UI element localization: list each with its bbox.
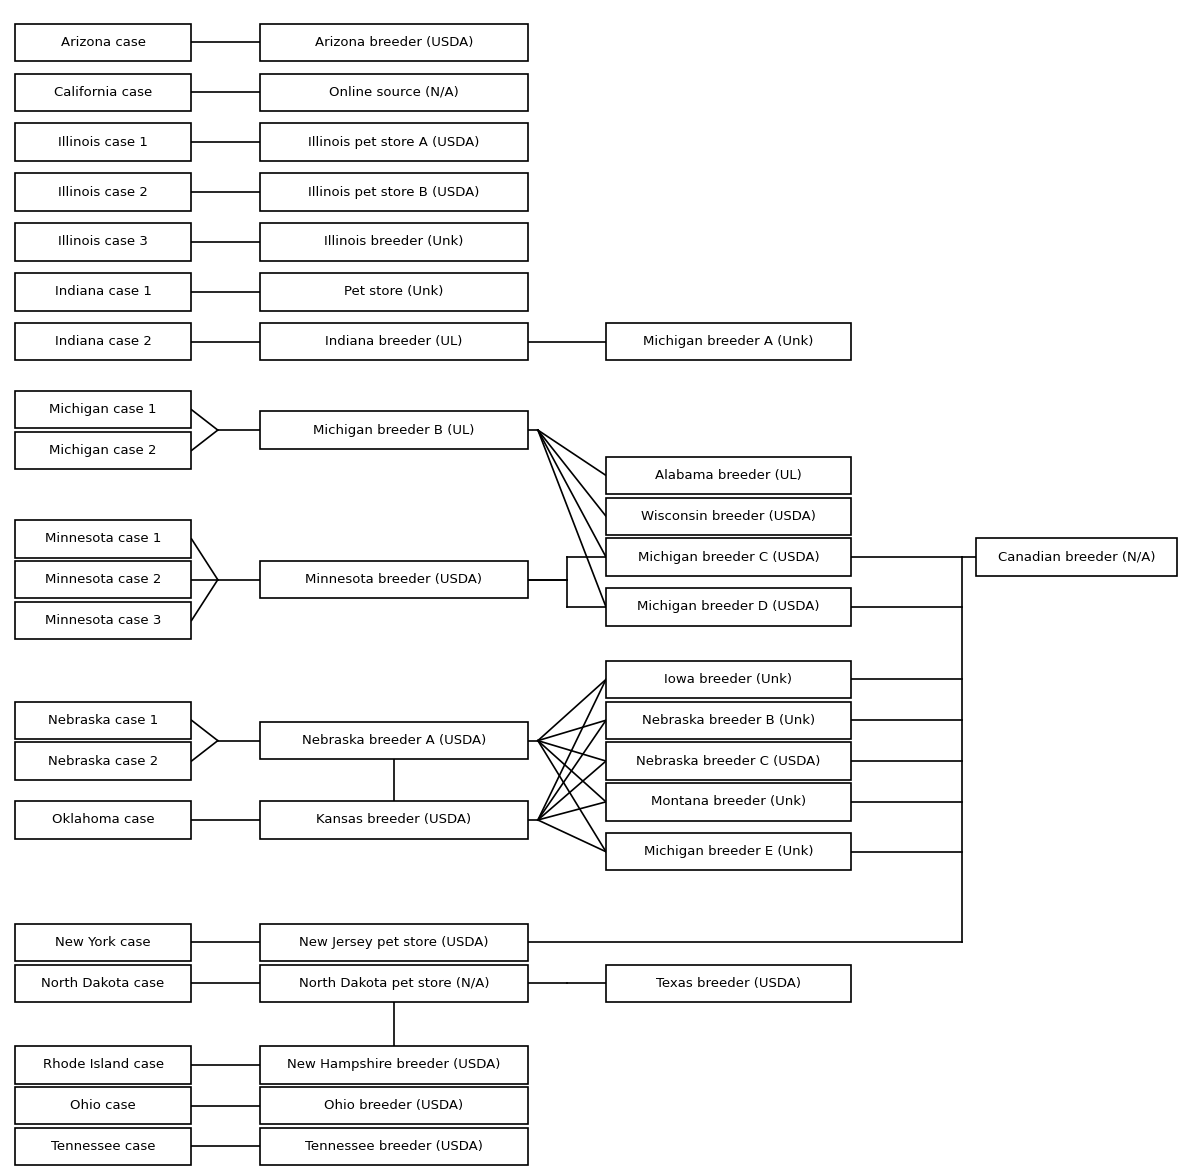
FancyBboxPatch shape — [14, 1127, 192, 1165]
Text: Michigan breeder E (Unk): Michigan breeder E (Unk) — [643, 846, 814, 859]
Text: Illinois case 3: Illinois case 3 — [58, 236, 148, 249]
FancyBboxPatch shape — [259, 561, 528, 598]
FancyBboxPatch shape — [14, 223, 192, 260]
Text: Minnesota breeder (USDA): Minnesota breeder (USDA) — [306, 574, 482, 586]
Text: New Jersey pet store (USDA): New Jersey pet store (USDA) — [299, 936, 488, 949]
Text: Michigan breeder A (Unk): Michigan breeder A (Unk) — [643, 335, 814, 348]
FancyBboxPatch shape — [259, 23, 528, 61]
Text: Tennessee breeder (USDA): Tennessee breeder (USDA) — [305, 1140, 482, 1153]
FancyBboxPatch shape — [259, 1087, 528, 1124]
FancyBboxPatch shape — [606, 743, 851, 780]
FancyBboxPatch shape — [606, 833, 851, 870]
Text: Oklahoma case: Oklahoma case — [52, 814, 155, 827]
Text: New York case: New York case — [55, 936, 151, 949]
Text: Nebraska breeder C (USDA): Nebraska breeder C (USDA) — [636, 754, 821, 767]
FancyBboxPatch shape — [259, 412, 528, 449]
FancyBboxPatch shape — [606, 323, 851, 360]
Text: North Dakota pet store (N/A): North Dakota pet store (N/A) — [299, 977, 490, 990]
FancyBboxPatch shape — [14, 520, 192, 557]
FancyBboxPatch shape — [606, 588, 851, 625]
Text: Iowa breeder (Unk): Iowa breeder (Unk) — [665, 673, 792, 686]
Text: Wisconsin breeder (USDA): Wisconsin breeder (USDA) — [641, 510, 816, 523]
Text: Arizona case: Arizona case — [61, 36, 145, 49]
Text: Minnesota case 2: Minnesota case 2 — [44, 574, 161, 586]
Text: Rhode Island case: Rhode Island case — [42, 1058, 163, 1071]
FancyBboxPatch shape — [14, 923, 192, 961]
Text: Michigan case 2: Michigan case 2 — [49, 445, 157, 457]
FancyBboxPatch shape — [14, 964, 192, 1002]
FancyBboxPatch shape — [259, 123, 528, 161]
Text: Michigan case 1: Michigan case 1 — [49, 404, 157, 416]
Text: Michigan breeder C (USDA): Michigan breeder C (USDA) — [637, 550, 820, 563]
FancyBboxPatch shape — [259, 273, 528, 311]
Text: Online source (N/A): Online source (N/A) — [329, 86, 458, 99]
Text: California case: California case — [54, 86, 152, 99]
FancyBboxPatch shape — [14, 391, 192, 428]
FancyBboxPatch shape — [14, 174, 192, 211]
FancyBboxPatch shape — [977, 538, 1177, 576]
FancyBboxPatch shape — [259, 801, 528, 839]
FancyBboxPatch shape — [14, 432, 192, 469]
FancyBboxPatch shape — [259, 1127, 528, 1165]
Text: Ohio breeder (USDA): Ohio breeder (USDA) — [324, 1099, 463, 1112]
FancyBboxPatch shape — [14, 602, 192, 639]
FancyBboxPatch shape — [14, 323, 192, 360]
FancyBboxPatch shape — [606, 660, 851, 698]
Text: Nebraska case 2: Nebraska case 2 — [48, 754, 158, 767]
FancyBboxPatch shape — [14, 1087, 192, 1124]
Text: Alabama breeder (UL): Alabama breeder (UL) — [655, 469, 802, 482]
Text: Indiana breeder (UL): Indiana breeder (UL) — [325, 335, 463, 348]
Text: Illinois case 2: Illinois case 2 — [58, 185, 148, 198]
FancyBboxPatch shape — [606, 497, 851, 535]
Text: Michigan breeder D (USDA): Michigan breeder D (USDA) — [637, 601, 820, 613]
FancyBboxPatch shape — [259, 174, 528, 211]
Text: Arizona breeder (USDA): Arizona breeder (USDA) — [314, 36, 473, 49]
Text: Ohio case: Ohio case — [71, 1099, 136, 1112]
Text: Kansas breeder (USDA): Kansas breeder (USDA) — [317, 814, 472, 827]
FancyBboxPatch shape — [14, 801, 192, 839]
FancyBboxPatch shape — [14, 123, 192, 161]
Text: Minnesota case 1: Minnesota case 1 — [44, 533, 161, 545]
Text: Pet store (Unk): Pet store (Unk) — [344, 285, 444, 298]
FancyBboxPatch shape — [14, 74, 192, 111]
Text: Michigan breeder B (UL): Michigan breeder B (UL) — [313, 423, 475, 436]
FancyBboxPatch shape — [259, 223, 528, 260]
FancyBboxPatch shape — [14, 561, 192, 598]
Text: Montana breeder (Unk): Montana breeder (Unk) — [650, 795, 806, 808]
Text: Indiana case 1: Indiana case 1 — [55, 285, 151, 298]
FancyBboxPatch shape — [259, 923, 528, 961]
Text: Tennessee case: Tennessee case — [50, 1140, 155, 1153]
FancyBboxPatch shape — [259, 74, 528, 111]
Text: Nebraska breeder B (Unk): Nebraska breeder B (Unk) — [642, 713, 815, 727]
Text: Nebraska breeder A (USDA): Nebraska breeder A (USDA) — [302, 734, 486, 747]
FancyBboxPatch shape — [606, 784, 851, 821]
FancyBboxPatch shape — [606, 964, 851, 1002]
FancyBboxPatch shape — [14, 273, 192, 311]
FancyBboxPatch shape — [259, 721, 528, 759]
FancyBboxPatch shape — [259, 964, 528, 1002]
Text: Illinois pet store B (USDA): Illinois pet store B (USDA) — [308, 185, 480, 198]
FancyBboxPatch shape — [14, 23, 192, 61]
FancyBboxPatch shape — [14, 701, 192, 739]
FancyBboxPatch shape — [14, 743, 192, 780]
Text: Illinois breeder (Unk): Illinois breeder (Unk) — [324, 236, 463, 249]
Text: Canadian breeder (N/A): Canadian breeder (N/A) — [998, 550, 1156, 563]
FancyBboxPatch shape — [259, 323, 528, 360]
FancyBboxPatch shape — [606, 456, 851, 494]
FancyBboxPatch shape — [259, 1046, 528, 1084]
Text: Illinois case 1: Illinois case 1 — [58, 136, 148, 149]
Text: Indiana case 2: Indiana case 2 — [55, 335, 151, 348]
FancyBboxPatch shape — [14, 1046, 192, 1084]
FancyBboxPatch shape — [606, 701, 851, 739]
Text: North Dakota case: North Dakota case — [42, 977, 164, 990]
Text: Texas breeder (USDA): Texas breeder (USDA) — [656, 977, 800, 990]
Text: Nebraska case 1: Nebraska case 1 — [48, 713, 158, 727]
FancyBboxPatch shape — [606, 538, 851, 576]
Text: Minnesota case 3: Minnesota case 3 — [44, 613, 161, 628]
Text: Illinois pet store A (USDA): Illinois pet store A (USDA) — [308, 136, 480, 149]
Text: New Hampshire breeder (USDA): New Hampshire breeder (USDA) — [287, 1058, 500, 1071]
